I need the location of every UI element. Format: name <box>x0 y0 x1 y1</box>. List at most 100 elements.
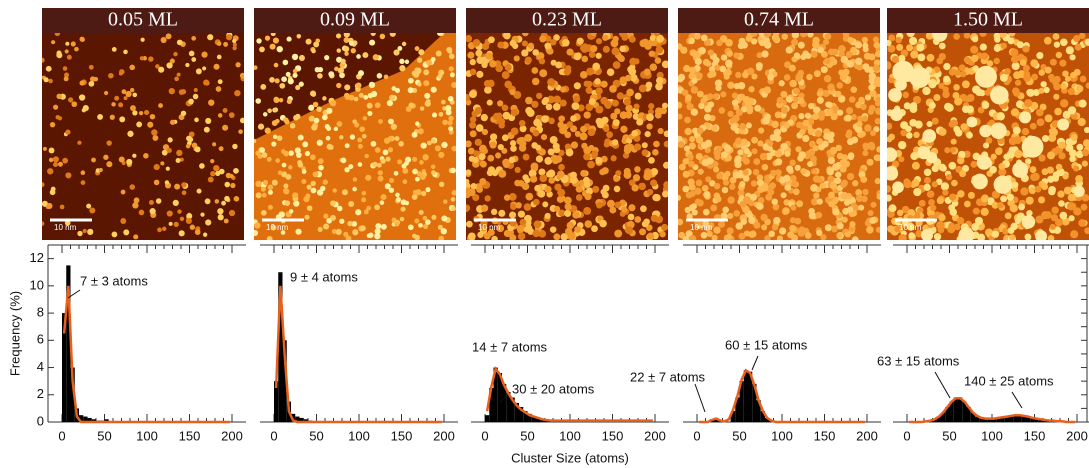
cluster <box>103 155 108 160</box>
cluster <box>191 36 196 41</box>
cluster <box>775 135 781 141</box>
cluster <box>348 201 354 207</box>
cluster <box>292 192 298 198</box>
cluster <box>195 146 201 152</box>
cluster <box>997 202 1004 209</box>
cluster <box>375 223 381 229</box>
cluster <box>805 113 811 119</box>
cluster <box>847 37 853 43</box>
cluster <box>811 51 818 58</box>
cluster <box>781 192 787 198</box>
cluster <box>626 89 634 97</box>
cluster <box>218 113 223 118</box>
cluster <box>222 125 228 131</box>
cluster <box>1064 187 1072 195</box>
cluster <box>727 82 734 89</box>
cluster <box>476 186 483 193</box>
stm-image: 0.05 ML10 nm <box>40 8 246 240</box>
cluster <box>722 206 729 213</box>
cluster <box>58 116 62 120</box>
cluster <box>1050 59 1057 66</box>
cluster <box>913 132 919 138</box>
cluster <box>751 137 758 144</box>
cluster <box>394 136 399 141</box>
cluster <box>786 97 792 103</box>
cluster <box>784 151 790 157</box>
cluster <box>514 55 520 61</box>
cluster <box>168 137 173 142</box>
cluster <box>1050 224 1056 230</box>
cluster <box>161 37 167 43</box>
cluster <box>469 90 477 98</box>
cluster <box>577 38 584 45</box>
large-cluster <box>1057 118 1069 130</box>
cluster <box>802 135 809 142</box>
cluster <box>557 189 565 197</box>
cluster <box>800 168 806 174</box>
cluster <box>362 134 367 139</box>
cluster <box>263 112 268 117</box>
x-tick-label: 50 <box>942 428 956 443</box>
cluster <box>686 192 693 199</box>
cluster <box>262 193 267 198</box>
cluster <box>515 202 521 208</box>
cluster <box>65 129 70 134</box>
cluster <box>738 233 745 240</box>
cluster <box>697 91 704 98</box>
cluster <box>1030 166 1037 173</box>
cluster <box>957 217 964 224</box>
cluster <box>141 38 145 42</box>
cluster <box>269 77 275 83</box>
y-axis-title: Frequency (%) <box>7 291 22 376</box>
cluster <box>271 141 276 146</box>
cluster <box>423 80 429 86</box>
cluster <box>830 147 837 154</box>
cluster <box>723 180 729 186</box>
cluster <box>418 128 424 134</box>
cluster <box>130 88 134 92</box>
cluster <box>498 210 505 217</box>
cluster <box>957 157 964 164</box>
cluster <box>1015 80 1021 86</box>
large-cluster <box>921 229 933 241</box>
cluster <box>527 109 535 117</box>
cluster <box>415 177 420 182</box>
cluster <box>537 190 545 198</box>
cluster <box>564 131 571 138</box>
cluster <box>860 104 866 110</box>
cluster <box>713 167 719 173</box>
cluster <box>217 55 222 60</box>
cluster <box>791 180 798 187</box>
cluster <box>753 169 760 176</box>
cluster <box>389 178 394 183</box>
cluster <box>363 95 368 100</box>
cluster <box>866 226 874 234</box>
cluster <box>302 169 307 174</box>
cluster <box>1060 83 1067 90</box>
large-cluster <box>888 88 902 102</box>
cluster <box>550 136 558 144</box>
cluster <box>780 91 787 98</box>
cluster <box>53 162 58 167</box>
cluster <box>773 217 780 224</box>
cluster <box>814 70 821 77</box>
cluster <box>927 121 933 127</box>
cluster <box>58 162 63 167</box>
cluster <box>149 200 154 205</box>
cluster <box>150 114 155 119</box>
cluster <box>888 77 894 83</box>
cluster <box>374 204 380 210</box>
cluster <box>297 160 302 165</box>
cluster <box>929 79 936 86</box>
cluster <box>858 205 864 211</box>
cluster <box>1038 196 1045 203</box>
cluster <box>747 68 754 75</box>
cluster <box>412 234 417 239</box>
cluster <box>678 141 685 148</box>
cluster <box>489 60 496 67</box>
cluster <box>158 67 164 73</box>
cluster <box>845 231 851 237</box>
cluster <box>613 176 619 182</box>
cluster <box>432 112 437 117</box>
cluster <box>431 87 437 93</box>
